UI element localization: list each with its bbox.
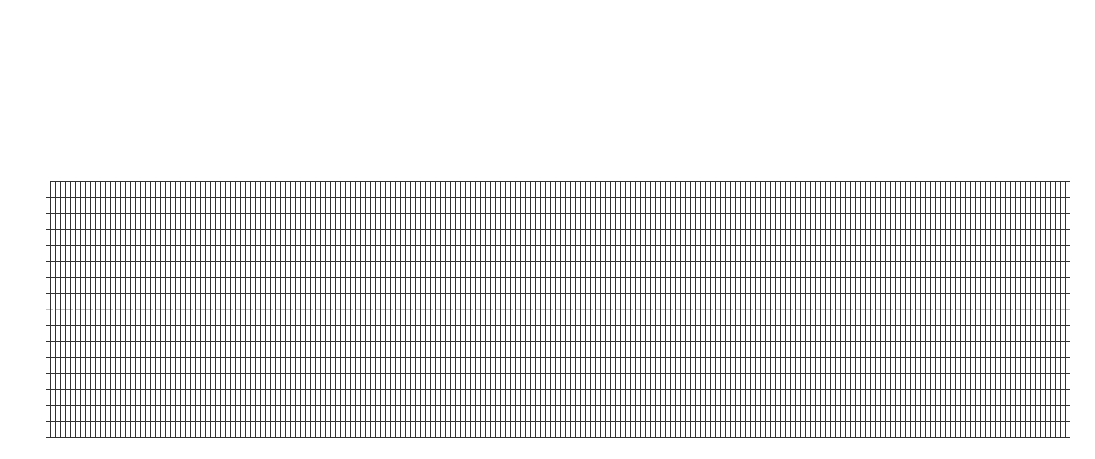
center-gap: [253, 306, 255, 310]
center-gap: [293, 306, 295, 310]
center-gap: [133, 306, 135, 310]
center-gap: [793, 306, 795, 310]
center-gap: [333, 306, 335, 310]
center-gap: [193, 306, 195, 310]
center-gap: [553, 306, 555, 310]
center-gap: [913, 306, 915, 310]
center-gap: [933, 306, 935, 310]
center-gap: [713, 306, 715, 310]
center-gap: [113, 306, 115, 310]
center-gap: [1033, 306, 1035, 310]
center-gap: [453, 306, 455, 310]
center-gap: [573, 306, 575, 310]
center-gap: [733, 306, 735, 310]
center-gap: [993, 306, 995, 310]
center-gap: [813, 306, 815, 310]
center-gap: [973, 306, 975, 310]
center-gap: [613, 306, 615, 310]
center-gap: [633, 306, 635, 310]
center-gap: [653, 306, 655, 310]
center-gap: [393, 306, 395, 310]
center-gap: [433, 306, 435, 310]
center-gap: [1053, 306, 1055, 310]
center-gap: [153, 306, 155, 310]
center-gap: [773, 306, 775, 310]
center-gap: [493, 306, 495, 310]
center-gap: [273, 306, 275, 310]
center-gap: [213, 306, 215, 310]
center-gap: [953, 306, 955, 310]
center-gap: [1013, 306, 1015, 310]
center-gap: [513, 306, 515, 310]
center-gap: [413, 306, 415, 310]
center-gap: [693, 306, 695, 310]
center-gap: [233, 306, 235, 310]
center-gap: [673, 306, 675, 310]
center-gap: [853, 306, 855, 310]
center-gap: [593, 306, 595, 310]
center-gap: [533, 306, 535, 310]
center-gap: [373, 306, 375, 310]
center-gap: [873, 306, 875, 310]
center-gap: [53, 306, 55, 310]
center-gap: [893, 306, 895, 310]
center-gap: [353, 306, 355, 310]
center-gap: [93, 306, 95, 310]
center-gap: [833, 306, 835, 310]
center-gap: [73, 306, 75, 310]
center-gap: [753, 306, 755, 310]
center-gap: [173, 306, 175, 310]
center-gap: [473, 306, 475, 310]
center-gap: [313, 306, 315, 310]
